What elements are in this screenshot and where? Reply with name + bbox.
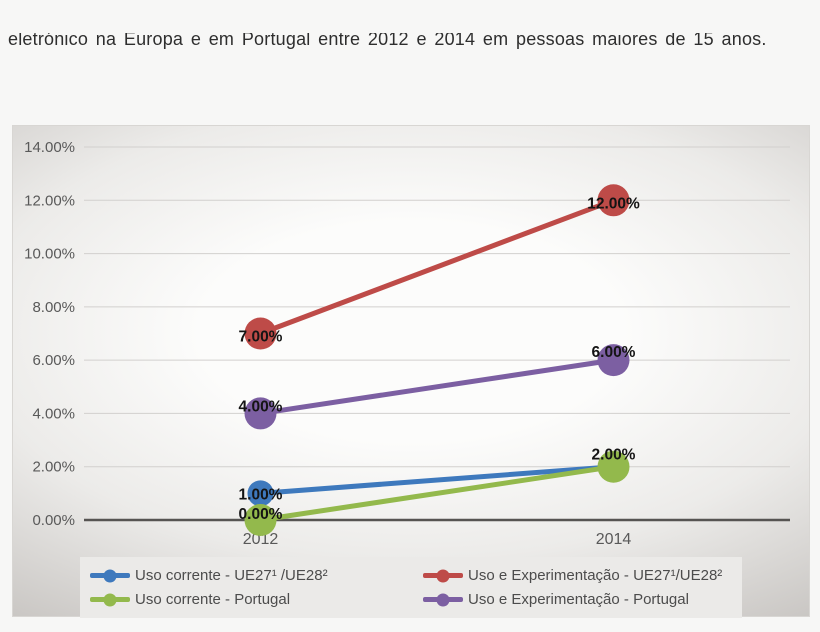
y-tick-label: 14.00% — [24, 139, 75, 156]
legend-marker-icon — [90, 593, 130, 606]
legend-label: Uso e Experimentação - UE27¹/UE28² — [468, 567, 723, 584]
legend-dot-icon — [436, 569, 450, 582]
y-tick-label: 4.00% — [32, 405, 75, 422]
data-point — [247, 480, 274, 507]
y-tick-label: 10.00% — [24, 246, 75, 263]
y-tick-label: 0.00% — [32, 512, 75, 529]
series-line — [258, 197, 616, 336]
data-label: 6.00% — [592, 344, 636, 361]
caption: eletrónico na Europa e em Portugal entre… — [8, 33, 814, 53]
data-label: 4.00% — [239, 398, 283, 415]
data-label: 2.00% — [592, 447, 636, 464]
y-tick-label: 2.00% — [32, 459, 75, 476]
line-chart: 14.00% 12.00% 10.00% 8.00% 6.00% 4.00% 2.00% 0.… — [12, 125, 810, 618]
legend-item: Uso corrente - Portugal — [90, 591, 423, 608]
data-point — [597, 344, 630, 377]
legend-item: Uso e Experimentação - Portugal — [423, 591, 742, 608]
legend-item: Uso corrente - UE27¹ /UE28² — [90, 567, 423, 584]
legend-marker-icon — [90, 569, 130, 582]
caption-text: eletrónico na Europa e em Portugal entre… — [8, 33, 767, 49]
legend-dot-icon — [436, 593, 450, 606]
data-point — [244, 317, 277, 350]
data-point — [244, 504, 277, 536]
legend-dot-icon — [103, 593, 117, 606]
y-tick-label: 6.00% — [32, 352, 75, 369]
data-point — [597, 450, 630, 483]
data-point — [244, 397, 277, 430]
series-line — [258, 357, 616, 416]
legend-marker-icon — [423, 593, 463, 606]
data-label: 1.00% — [239, 486, 283, 503]
legend-label: Uso corrente - Portugal — [135, 591, 291, 608]
data-label: 0.00% — [239, 506, 283, 523]
series-line — [258, 464, 616, 496]
legend-dot-icon — [103, 569, 117, 582]
legend-label: Uso e Experimentação - Portugal — [468, 591, 689, 608]
legend-label: Uso corrente - UE27¹ /UE28² — [135, 567, 328, 584]
legend-item: Uso e Experimentação - UE27¹/UE28² — [423, 567, 742, 584]
x-tick-label: 2014 — [596, 531, 632, 548]
x-tick-label: 2012 — [243, 531, 279, 548]
data-point — [597, 184, 630, 217]
chart-svg: 14.00% 12.00% 10.00% 8.00% 6.00% 4.00% 2.00% 0.… — [24, 139, 790, 548]
chart-legend: Uso corrente - UE27¹ /UE28² Uso e Experim… — [80, 557, 742, 618]
data-label: 12.00% — [587, 195, 640, 212]
y-tick-label: 8.00% — [32, 299, 75, 316]
y-tick-label: 12.00% — [24, 192, 75, 209]
series-line — [258, 464, 616, 523]
legend-marker-icon — [423, 569, 463, 582]
data-label: 7.00% — [239, 329, 283, 346]
